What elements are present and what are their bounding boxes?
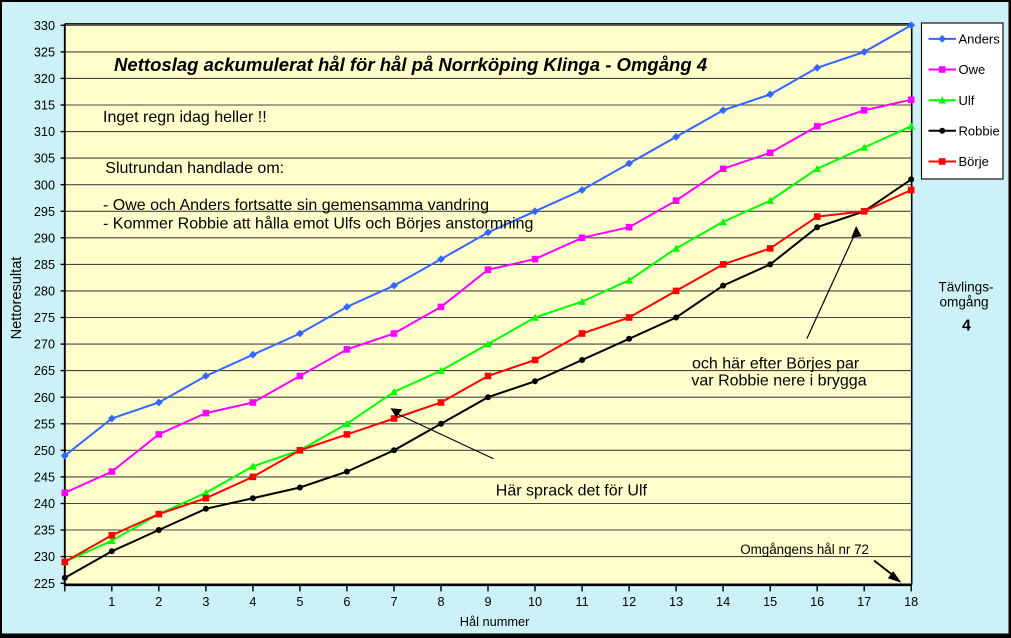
svg-text:9: 9 — [484, 595, 491, 609]
svg-text:6: 6 — [343, 595, 350, 609]
svg-text:325: 325 — [34, 46, 55, 60]
svg-text:10: 10 — [528, 595, 542, 609]
svg-text:- Kommer Robbie att hålla emot: - Kommer Robbie att hålla emot Ulfs och … — [103, 215, 533, 233]
svg-text:245: 245 — [34, 471, 55, 485]
svg-text:Owe: Owe — [959, 62, 986, 77]
svg-text:3: 3 — [202, 595, 209, 609]
svg-text:8: 8 — [437, 595, 444, 609]
svg-text:290: 290 — [34, 231, 55, 245]
svg-text:omgång: omgång — [939, 295, 988, 310]
svg-text:265: 265 — [34, 364, 55, 378]
svg-text:Börje: Börje — [959, 154, 989, 169]
svg-text:235: 235 — [34, 524, 55, 538]
svg-text:1: 1 — [108, 595, 115, 609]
svg-text:Ulf: Ulf — [959, 93, 975, 108]
svg-text:Nettoresultat: Nettoresultat — [9, 257, 25, 340]
svg-text:295: 295 — [34, 205, 55, 219]
svg-text:310: 310 — [34, 125, 55, 139]
svg-text:4: 4 — [249, 595, 256, 609]
svg-text:Hål nummer: Hål nummer — [460, 614, 530, 629]
svg-text:285: 285 — [34, 258, 55, 272]
svg-text:250: 250 — [34, 444, 55, 458]
svg-text:Anders: Anders — [959, 32, 1001, 47]
svg-text:Robbie: Robbie — [959, 123, 1000, 138]
svg-text:17: 17 — [857, 595, 871, 609]
svg-text:18: 18 — [904, 595, 918, 609]
svg-text:14: 14 — [716, 595, 730, 609]
svg-text:15: 15 — [763, 595, 777, 609]
svg-text:och här efter Börjes par: och här efter Börjes par — [692, 355, 860, 372]
svg-text:16: 16 — [810, 595, 824, 609]
svg-text:- Owe och Anders fortsatte sin: - Owe och Anders fortsatte sin gemensamm… — [103, 197, 489, 214]
svg-text:12: 12 — [622, 595, 636, 609]
svg-text:Inget regn idag heller !!: Inget regn idag heller !! — [103, 109, 267, 126]
svg-text:7: 7 — [390, 595, 397, 609]
svg-text:305: 305 — [34, 152, 55, 166]
svg-text:13: 13 — [669, 595, 683, 609]
svg-text:Tävlings-: Tävlings- — [938, 280, 993, 295]
svg-text:230: 230 — [34, 550, 55, 564]
svg-text:260: 260 — [34, 391, 55, 405]
svg-text:320: 320 — [34, 72, 55, 86]
svg-text:300: 300 — [34, 178, 55, 192]
svg-text:2: 2 — [155, 595, 162, 609]
svg-text:315: 315 — [34, 99, 55, 113]
svg-text:255: 255 — [34, 417, 55, 431]
svg-text:280: 280 — [34, 285, 55, 299]
svg-text:225: 225 — [34, 577, 55, 591]
svg-text:Omgångens hål nr 72: Omgångens hål nr 72 — [740, 542, 869, 557]
svg-text:5: 5 — [296, 595, 303, 609]
svg-text:Här sprack det för Ulf: Här sprack det för Ulf — [496, 483, 648, 500]
svg-text:275: 275 — [34, 311, 55, 325]
svg-text:var Robbie nere i brygga: var Robbie nere i brygga — [691, 373, 866, 390]
svg-text:4: 4 — [962, 318, 971, 335]
svg-text:Nettoslag ackumulerat hål för: Nettoslag ackumulerat hål för hål på Nor… — [114, 54, 707, 75]
svg-text:330: 330 — [34, 19, 55, 33]
svg-text:Slutrundan handlade om:: Slutrundan handlade om: — [105, 160, 284, 177]
svg-text:270: 270 — [34, 338, 55, 352]
svg-text:11: 11 — [576, 595, 589, 609]
svg-text:240: 240 — [34, 497, 55, 511]
